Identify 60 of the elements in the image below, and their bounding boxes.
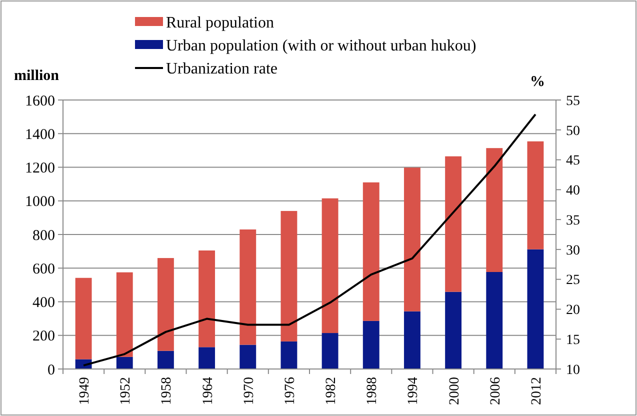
y-axis-title: million [14, 68, 60, 84]
legend-label: Rural population [166, 14, 274, 32]
x-tick-label: 1994 [406, 377, 422, 405]
bar [527, 249, 544, 369]
y-tick-label: 600 [32, 261, 55, 278]
y2-tick-label: 45 [566, 154, 580, 169]
y2-tick-label: 50 [566, 124, 580, 139]
bar [362, 182, 380, 321]
x-tick-label: 1952 [118, 377, 134, 405]
bar [198, 250, 216, 348]
bar [404, 311, 420, 369]
x-tick-label: 1958 [160, 377, 175, 405]
bar [240, 229, 256, 345]
y2-tick-label: 10 [566, 362, 580, 378]
bar [157, 258, 174, 351]
y-tick-label: 1400 [25, 126, 55, 143]
x-tick-label: 1949 [78, 377, 93, 405]
bar [116, 356, 133, 369]
bar [445, 292, 462, 369]
y2-tick-label: 35 [566, 213, 580, 228]
x-tick-label: 2012 [529, 377, 544, 405]
y2-tick-label: 55 [566, 94, 580, 109]
bar [240, 344, 256, 369]
bar [527, 141, 544, 250]
y2-tick-label: 15 [566, 333, 580, 348]
bar [362, 320, 380, 369]
x-tick-label: 1970 [242, 377, 257, 405]
y-tick-label: 1200 [25, 160, 55, 176]
x-tick-label: 2000 [447, 377, 462, 405]
bar [404, 168, 420, 312]
bar [280, 210, 298, 342]
bar [486, 148, 503, 272]
y2-tick-label: 25 [566, 273, 580, 288]
x-tick-label: 1964 [200, 377, 216, 405]
bar [198, 347, 216, 369]
x-tick-label: 1976 [282, 377, 298, 405]
legend-label: Urban population (with or without urban hukou) [166, 38, 476, 55]
y-tick-label: 400 [32, 295, 55, 311]
x-tick-label: 2006 [488, 377, 504, 405]
bar [486, 272, 503, 369]
line-series [82, 113, 536, 366]
bar [322, 333, 338, 369]
x-tick-label: 1982 [324, 377, 340, 405]
legend-label: Urbanization rate [166, 60, 278, 78]
y-tick-label: 200 [32, 328, 55, 345]
x-tick-label: 1988 [365, 377, 380, 405]
bar [280, 341, 298, 369]
bar [116, 272, 133, 357]
y-tick-label: 1000 [25, 194, 55, 210]
y2-axis-title: % [530, 74, 545, 90]
bar [157, 350, 174, 369]
y-tick-label: 0 [48, 362, 55, 378]
y2-tick-label: 20 [566, 303, 580, 318]
y-tick-label: 1600 [25, 93, 55, 110]
bar [322, 198, 338, 334]
bar [445, 156, 462, 292]
y-tick-label: 800 [32, 228, 55, 244]
bar [75, 278, 92, 360]
y2-tick-label: 30 [566, 243, 580, 258]
y2-tick-label: 40 [566, 184, 580, 199]
